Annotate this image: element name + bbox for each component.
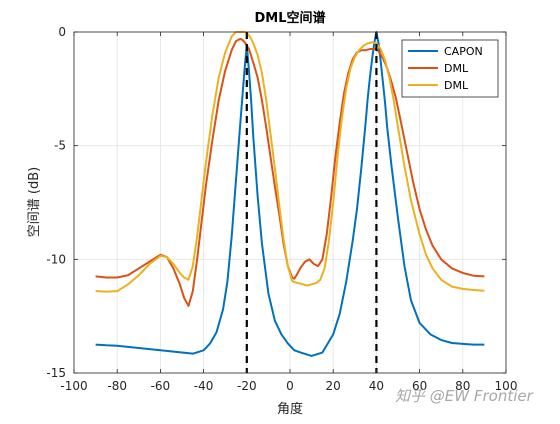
ticks: -100 -80 -60 -40 -20 0 20 40 60 80 100 0 -5 -10 -15: [46, 25, 517, 393]
x-tick-label: 0: [286, 379, 294, 393]
x-tick-label: 40: [369, 379, 384, 393]
y-tick-label: -5: [54, 139, 66, 153]
x-tick-label: -80: [107, 379, 127, 393]
chart-title: DML空间谱: [254, 10, 325, 26]
legend-label: DML: [444, 62, 469, 75]
legend: CAPON DML DML: [401, 39, 499, 98]
series-layer: [95, 31, 485, 357]
reference-lines: [245, 32, 378, 373]
x-tick-label: 80: [455, 379, 470, 393]
y-tick-label: -10: [46, 252, 66, 266]
y-axis-label: 空间谱 (dB): [27, 167, 42, 237]
x-tick-label: -60: [151, 379, 171, 393]
legend-label: DML: [444, 79, 469, 92]
x-tick-label: 20: [326, 379, 341, 393]
x-axis-label: 角度: [277, 401, 303, 417]
x-tick-label: 100: [495, 379, 518, 393]
x-tick-label: -100: [60, 379, 87, 393]
legend-label: CAPON: [444, 45, 483, 58]
y-tick-label: -15: [46, 366, 66, 380]
series-line-1: [95, 31, 485, 357]
x-tick-label: -20: [237, 379, 257, 393]
series-line-3: [95, 31, 485, 293]
x-tick-label: -40: [194, 379, 214, 393]
watermark: 知乎 @EW Frontier: [395, 387, 534, 405]
y-tick-label: 0: [58, 25, 66, 39]
x-tick-label: 60: [412, 379, 427, 393]
